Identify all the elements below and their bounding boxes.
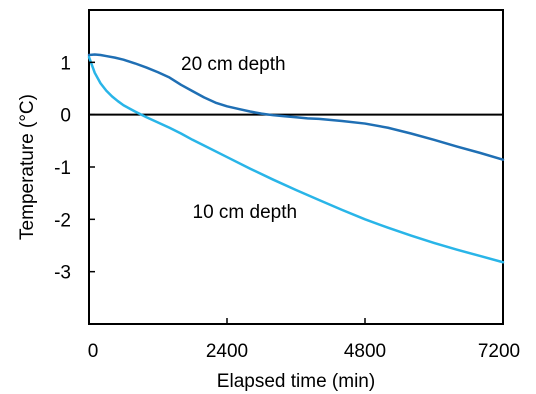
x-tick-label: 2400 <box>206 341 248 362</box>
y-tick-label: -1 <box>54 158 71 179</box>
y-tick-label: -2 <box>54 210 71 231</box>
series-line-10cm <box>87 55 505 264</box>
x-tick-label: 4800 <box>344 341 386 362</box>
annotation-20cm-depth: 20 cm depth <box>181 54 286 75</box>
x-tick-label: 7200 <box>478 341 520 362</box>
y-tick-label: -3 <box>54 263 71 284</box>
y-tick-label: 1 <box>60 53 71 74</box>
annotation-10cm-depth: 10 cm depth <box>193 202 298 223</box>
y-tick-label: 0 <box>60 106 71 127</box>
y-axis-title: Temperature (°C) <box>17 94 38 240</box>
x-tick-label: 0 <box>88 341 99 362</box>
y-axis-ticks: 1 0 -1 -2 -3 <box>54 53 95 284</box>
series-line-20cm <box>87 53 505 161</box>
x-axis-ticks: 0 2400 4800 7200 <box>88 318 520 362</box>
x-axis-title: Elapsed time (min) <box>217 371 375 392</box>
